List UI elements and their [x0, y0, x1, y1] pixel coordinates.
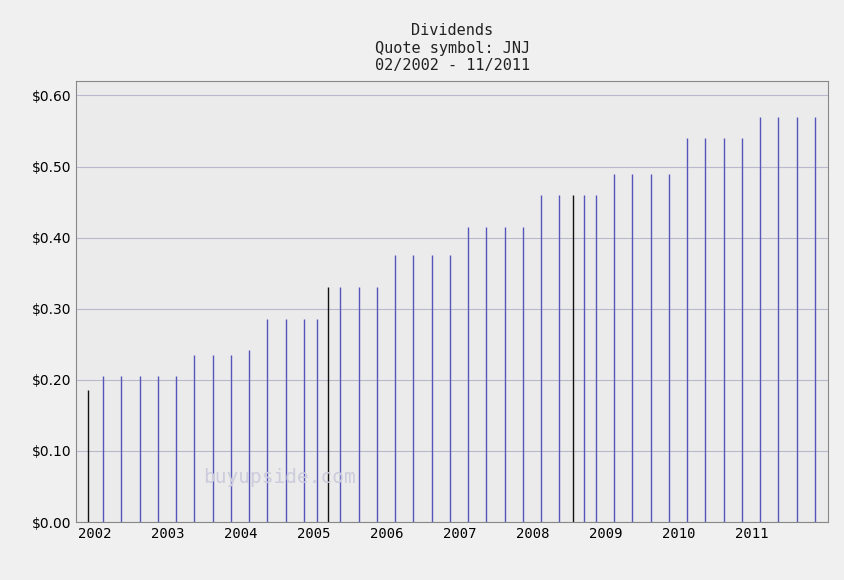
Title: Dividends
Quote symbol: JNJ
02/2002 - 11/2011: Dividends Quote symbol: JNJ 02/2002 - 11… [374, 23, 529, 73]
Text: buyupside.com: buyupside.com [203, 469, 355, 487]
